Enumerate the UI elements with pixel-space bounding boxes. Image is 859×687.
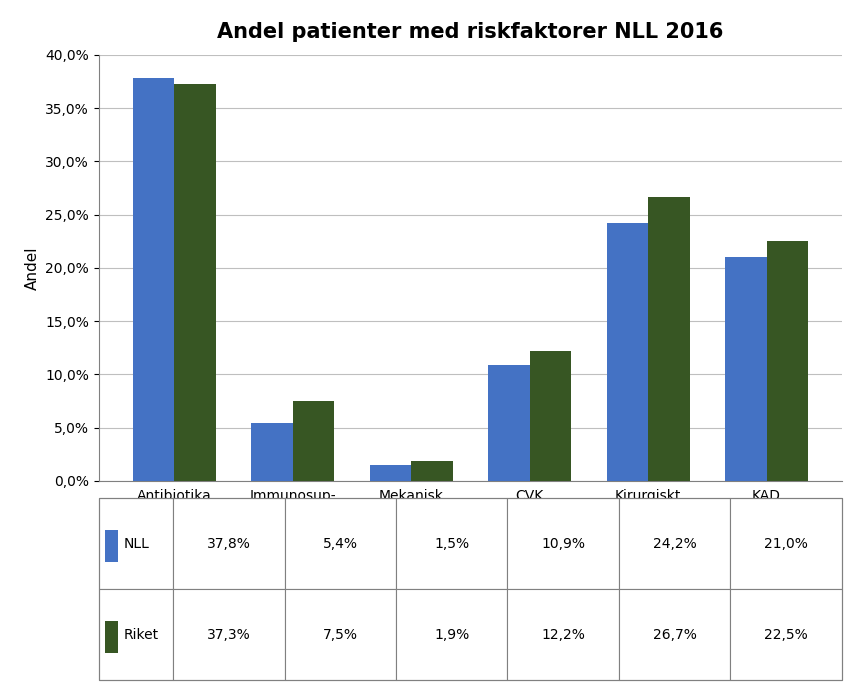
Bar [284,589,396,680]
Text: 26,7%: 26,7% [653,628,697,642]
Text: 1,5%: 1,5% [434,537,469,550]
Bar [396,589,508,680]
Bar [251,423,293,481]
Bar [508,589,619,680]
Text: Riket: Riket [124,628,158,642]
Text: 24,2%: 24,2% [653,537,697,550]
Text: 10,9%: 10,9% [541,537,585,550]
Bar [99,589,174,680]
Bar [396,498,508,589]
Title: Andel patienter med riskfaktorer NLL 2016: Andel patienter med riskfaktorer NLL 201… [217,22,723,43]
Bar [618,589,730,680]
Bar [284,498,396,589]
Text: 1,9%: 1,9% [434,628,469,642]
Bar [132,78,174,481]
Bar [529,351,571,481]
Bar [725,258,766,481]
Text: 7,5%: 7,5% [323,628,357,642]
Bar [730,589,842,680]
Text: 22,5%: 22,5% [765,628,808,642]
Bar [105,530,118,562]
Bar [411,461,453,481]
Y-axis label: Andel: Andel [25,246,40,290]
Bar [174,589,284,680]
Bar [293,401,334,481]
Bar [648,196,690,481]
Text: NLL: NLL [124,537,149,550]
Bar [369,465,411,481]
Bar [99,498,174,589]
Bar [488,365,529,481]
Text: 21,0%: 21,0% [765,537,808,550]
Bar [174,84,216,481]
Text: 37,3%: 37,3% [207,628,251,642]
Bar [766,241,808,481]
Bar [618,498,730,589]
Bar [508,498,619,589]
Bar [730,498,842,589]
Bar [606,223,648,481]
Text: 5,4%: 5,4% [323,537,357,550]
Bar [174,498,284,589]
Text: 12,2%: 12,2% [541,628,585,642]
Text: 37,8%: 37,8% [207,537,251,550]
Bar [105,621,118,653]
